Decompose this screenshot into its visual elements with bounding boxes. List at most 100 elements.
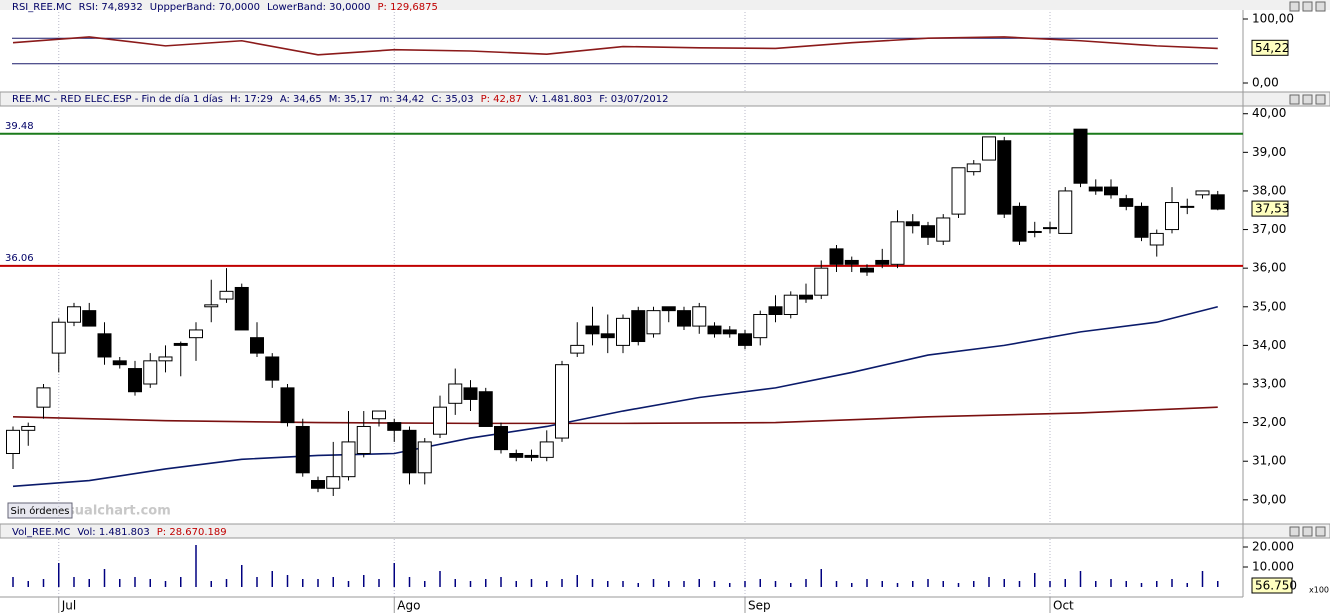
candle-body — [311, 480, 325, 489]
candle-body — [219, 290, 234, 300]
header-item: RSI: 74,8932 — [79, 2, 143, 13]
candle-body — [402, 429, 417, 474]
candle-body — [783, 294, 798, 316]
header-item: RSI_REE.MC — [12, 2, 72, 13]
last-value-label: 37,53 — [1255, 202, 1289, 216]
header-item: UppperBand: 70,0000 — [150, 2, 260, 13]
candle-body — [250, 337, 264, 354]
candle-body — [128, 368, 142, 393]
candle-body — [234, 286, 249, 331]
y-tick-label: 20.000 — [1252, 540, 1294, 554]
candle-body — [326, 476, 341, 489]
y-tick-label: 31,00 — [1252, 454, 1286, 468]
candle-body — [570, 344, 585, 354]
last-value-box — [1251, 39, 1289, 56]
candle-body — [814, 267, 829, 296]
button[interactable] — [1315, 1, 1326, 12]
button[interactable] — [1302, 1, 1313, 12]
candle-body — [631, 310, 646, 343]
orders-button[interactable] — [7, 502, 73, 519]
y-tick-label: 30,00 — [1252, 492, 1286, 506]
y-tick-label: 100,00 — [1252, 12, 1294, 26]
button[interactable] — [1289, 526, 1300, 537]
window-buttons[interactable] — [1289, 1, 1326, 537]
candle-body — [21, 425, 36, 431]
candle-body — [1149, 232, 1164, 246]
header-item: A: 34,65 — [280, 94, 322, 105]
candle-body — [341, 441, 356, 478]
y-tick-label: 38,00 — [1252, 183, 1286, 197]
header-item: P: 129,6875 — [378, 2, 438, 13]
candle-body — [829, 248, 844, 265]
y-tick-label: 0,00 — [1252, 76, 1279, 90]
candle-body — [997, 140, 1012, 215]
y-tick-label: 10.000 — [1252, 560, 1294, 574]
candle-body — [265, 356, 280, 381]
button[interactable] — [1302, 526, 1313, 537]
last-value-label: 56.750 — [1255, 579, 1297, 593]
rsi-line — [12, 36, 1218, 56]
candle-body — [448, 383, 463, 404]
candle-body — [982, 136, 996, 161]
candle-body — [768, 306, 783, 315]
candle-body — [875, 259, 890, 265]
candle-body — [67, 306, 81, 323]
candle-body — [799, 294, 813, 300]
header-item: F: 03/07/2012 — [599, 94, 668, 105]
candle-body — [524, 454, 539, 458]
candle-body — [1104, 186, 1118, 196]
candle-body — [478, 391, 493, 427]
candle-body — [860, 267, 874, 273]
candle-body — [890, 221, 905, 265]
candle-body — [616, 317, 630, 346]
candle-body — [6, 429, 20, 455]
panel-header — [0, 0, 1330, 10]
last-value-box — [1251, 577, 1293, 594]
candle-body — [1165, 202, 1179, 231]
candle-body — [204, 304, 219, 308]
candle-body — [280, 387, 295, 424]
button[interactable] — [1302, 94, 1313, 105]
candle-body — [905, 221, 920, 227]
y-tick-label: 32,00 — [1252, 415, 1286, 429]
candle-body — [921, 225, 935, 238]
y-tick-label: 36,00 — [1252, 261, 1286, 275]
candle-body — [112, 360, 127, 366]
panel-header — [0, 91, 1330, 107]
candle-body — [951, 167, 966, 215]
x-tick-label: Ago — [397, 599, 420, 613]
level-label: 36.06 — [5, 253, 34, 264]
candle-body — [555, 364, 569, 439]
candle-body — [82, 310, 97, 327]
header-item: H: 17:29 — [230, 94, 273, 105]
candle-body — [722, 329, 737, 335]
candle-body — [738, 333, 752, 346]
button[interactable] — [1289, 1, 1300, 12]
orders-button-label[interactable]: Sin órdenes — [11, 505, 70, 517]
last-value-label: 54,22 — [1255, 41, 1289, 55]
y-tick-label: 35,00 — [1252, 299, 1286, 313]
candle-body — [173, 342, 188, 346]
y-tick-label: 34,00 — [1252, 338, 1286, 352]
candle-body — [1027, 230, 1042, 233]
candle-body — [158, 356, 173, 362]
candle-body — [1058, 190, 1073, 234]
candle-body — [463, 387, 478, 400]
candle-body — [494, 425, 508, 451]
candle-body — [36, 387, 51, 408]
candle-body — [677, 310, 691, 327]
candle-body — [1088, 186, 1103, 192]
candle-body — [936, 217, 951, 242]
header-item: P: 28.670.189 — [157, 527, 227, 538]
button[interactable] — [1315, 526, 1326, 537]
candle-body — [189, 329, 203, 339]
header-item: P: 42,87 — [481, 94, 522, 105]
candle-body — [1073, 128, 1088, 184]
header-item: M: 35,17 — [329, 94, 373, 105]
candle-body — [1119, 198, 1134, 207]
button[interactable] — [1315, 94, 1326, 105]
header-item: Vol: 1.481.803 — [77, 527, 149, 538]
button[interactable] — [1289, 94, 1300, 105]
